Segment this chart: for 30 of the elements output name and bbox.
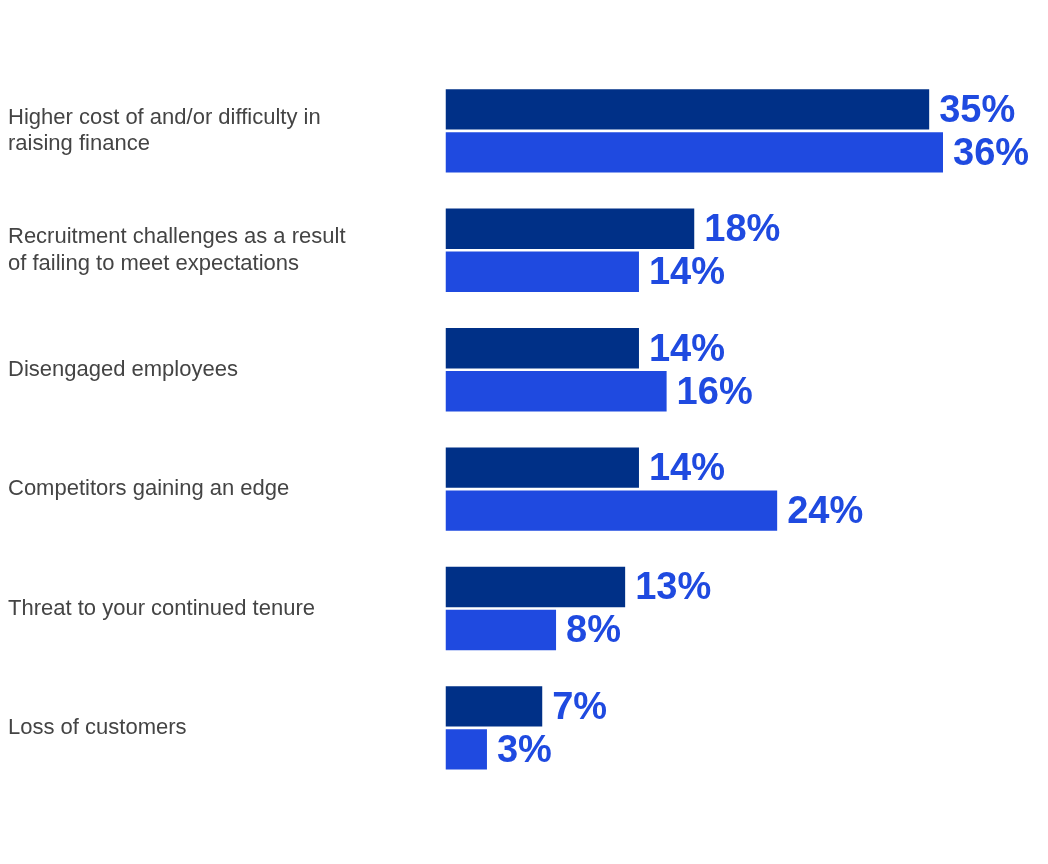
bar [445,328,639,369]
data-label: 35% [939,87,1016,130]
data-label: 16% [676,369,753,412]
bar [445,686,543,727]
data-label: 14% [648,446,726,489]
bar [445,132,943,173]
data-label: 36% [953,130,1030,173]
bar [445,370,667,412]
bar [445,566,626,608]
bar [445,729,487,770]
data-label: 13% [635,565,712,608]
data-label: 14% [648,326,726,369]
data-label: 3% [496,727,552,770]
bar [445,490,778,531]
bar [445,89,930,130]
data-label: 14% [648,250,726,293]
bar [445,251,639,292]
bar [445,208,695,250]
bar [445,447,639,488]
y-tick-label: Recruitment challenges as a result of failing to meet expectations [8,223,346,275]
y-tick-label: Loss of customers [8,713,187,739]
data-label: 8% [566,608,621,651]
y-tick-label: Higher cost of and/or difficulty in raising finance [8,103,321,156]
data-label: 7% [552,684,608,727]
y-tick-label: Competitors gaining an edge [8,475,290,501]
bar [445,609,557,651]
data-label: 18% [704,207,781,250]
y-tick-label: Threat to your continued tenure [8,594,315,620]
y-tick-label: Disengaged employees [8,355,238,381]
data-label: 24% [787,489,864,532]
